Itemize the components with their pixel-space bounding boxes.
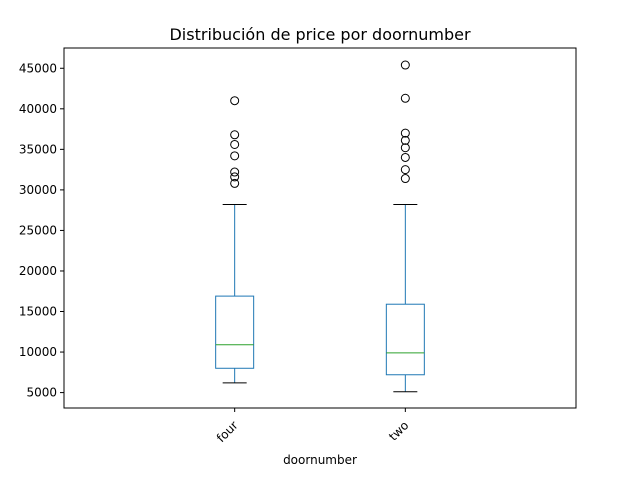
- y-tick-label: 20000: [19, 264, 57, 278]
- outlier-point: [400, 135, 410, 145]
- chart-title: Distribución de price por doornumber: [169, 25, 470, 44]
- plot-area: [63, 47, 577, 409]
- outlier-point: [400, 93, 410, 103]
- outlier-point: [230, 178, 240, 188]
- y-tick-label: 5000: [26, 386, 57, 400]
- outlier-point: [400, 174, 410, 184]
- x-tick-label: two: [386, 418, 411, 443]
- boxes: [215, 60, 425, 393]
- outlier-point: [230, 167, 240, 177]
- outlier-point: [230, 139, 240, 149]
- box: [385, 303, 425, 376]
- outlier-point: [400, 128, 410, 138]
- outlier-point: [230, 130, 240, 140]
- outlier-point: [230, 172, 240, 182]
- outlier-point: [230, 151, 240, 161]
- y-tick-label: 30000: [19, 183, 57, 197]
- x-tick-label: four: [214, 418, 241, 445]
- y-tick-label: 45000: [19, 61, 57, 75]
- y-tick-label: 15000: [19, 305, 57, 319]
- box-group-two: [385, 60, 425, 393]
- box: [215, 295, 255, 369]
- box-group-four: [215, 96, 255, 384]
- y-tick-label: 40000: [19, 102, 57, 116]
- outlier-point: [400, 152, 410, 162]
- outlier-point: [400, 143, 410, 153]
- x-axis-label: doornumber: [283, 453, 357, 467]
- x-axis: four two: [214, 408, 411, 445]
- y-tick-label: 35000: [19, 142, 57, 156]
- outlier-point: [400, 165, 410, 175]
- outlier-point: [400, 60, 410, 70]
- y-axis: 5000 10000 15000 20000 25000 30000 35000 40000 4…: [19, 61, 64, 400]
- outlier-point: [230, 96, 240, 106]
- y-tick-label: 25000: [19, 223, 57, 237]
- y-tick-label: 10000: [19, 345, 57, 359]
